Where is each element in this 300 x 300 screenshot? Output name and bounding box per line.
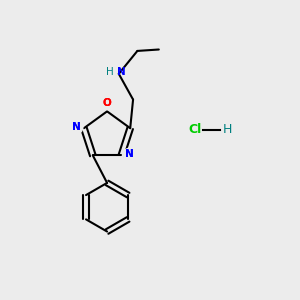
Text: N: N [125, 149, 134, 159]
Text: N: N [125, 149, 134, 159]
Text: H: H [106, 68, 113, 77]
Text: N: N [117, 68, 125, 77]
Text: O: O [103, 98, 112, 108]
Text: H: H [223, 124, 232, 136]
Text: N: N [72, 122, 80, 132]
Text: O: O [103, 98, 112, 108]
Text: N: N [72, 122, 80, 132]
Text: Cl: Cl [188, 124, 202, 136]
